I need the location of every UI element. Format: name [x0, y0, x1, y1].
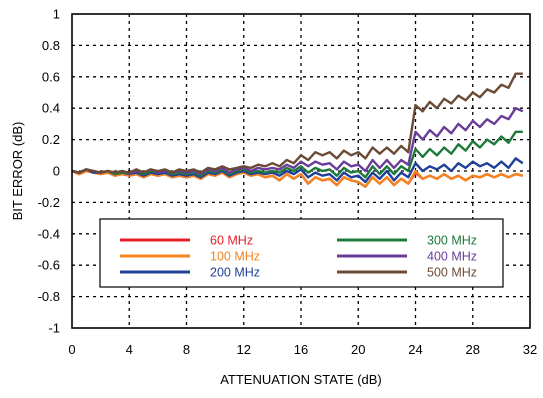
x-tick-label: 4 [126, 342, 133, 357]
tick-labels: 0 4 8 12 16 20 24 28 32 1 0.8 0.6 0.4 0.2 0 -0.2 -0.4 -0.… [38, 7, 538, 358]
legend-label: 400 MHz [427, 250, 477, 264]
y-tick-label: -1 [48, 321, 60, 336]
y-tick-label: 0.8 [42, 38, 60, 53]
series-line-5 [72, 74, 523, 173]
y-tick-label: 1 [53, 7, 60, 22]
x-axis-label: ATTENUATION STATE (dB) [220, 372, 382, 387]
y-tick-label: -0.6 [38, 258, 60, 273]
x-tick-label: 0 [68, 342, 75, 357]
x-tick-label: 32 [523, 342, 537, 357]
x-tick-label: 12 [237, 342, 251, 357]
x-tick-label: 16 [294, 342, 308, 357]
legend-label: 200 MHz [210, 266, 260, 280]
y-tick-label: -0.2 [38, 195, 60, 210]
legend-label: 60 MHz [210, 234, 253, 248]
x-tick-label: 24 [408, 342, 422, 357]
legend: 60 MHz 100 MHz 200 MHz 300 MHz 400 MHz 500 MH… [100, 219, 503, 287]
x-tick-label: 28 [466, 342, 480, 357]
y-tick-label: 0.4 [42, 101, 60, 116]
y-axis-label: BIT ERROR (dB) [10, 122, 25, 221]
y-tick-label: 0 [53, 164, 60, 179]
y-tick-label: -0.4 [38, 226, 60, 241]
legend-label: 300 MHz [427, 234, 477, 248]
legend-label: 100 MHz [210, 250, 260, 264]
y-tick-label: 0.6 [42, 69, 60, 84]
y-tick-label: -0.8 [38, 289, 60, 304]
series-lines [72, 74, 523, 187]
y-tick-label: 0.2 [42, 132, 60, 147]
x-tick-label: 20 [351, 342, 365, 357]
legend-label: 500 MHz [427, 266, 477, 280]
series-line-4 [72, 108, 523, 174]
x-tick-label: 8 [183, 342, 190, 357]
